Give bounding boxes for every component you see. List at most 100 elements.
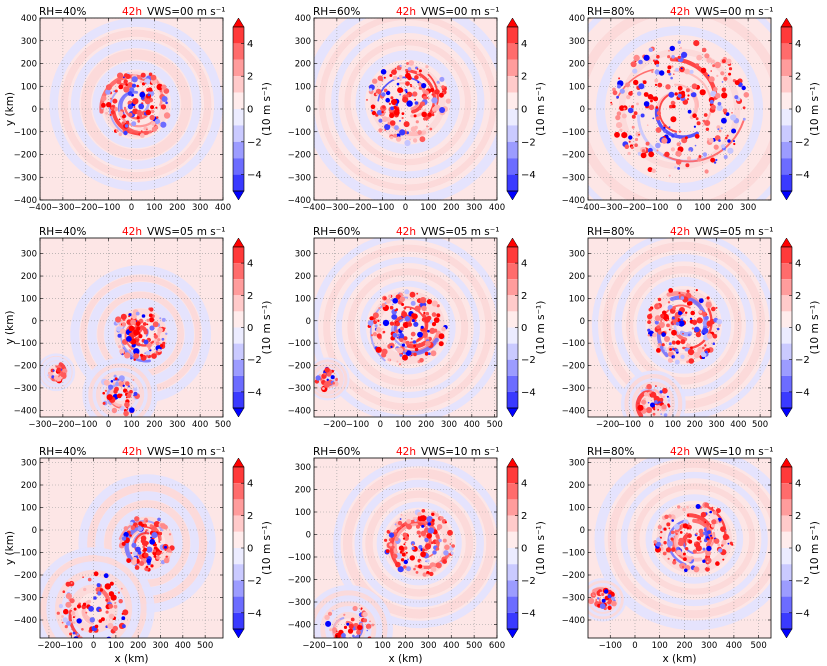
colorbar-tick-label: 4 — [247, 39, 253, 50]
colorbar-bin — [233, 596, 244, 613]
y-tick-label: 100 — [295, 508, 311, 518]
convective-cell — [650, 99, 653, 103]
convective-cell — [415, 120, 419, 124]
convective-cell — [350, 617, 355, 622]
y-tick-label: 100 — [295, 82, 311, 92]
convective-cell — [391, 545, 395, 549]
convective-cell — [152, 549, 157, 553]
convective-cell — [57, 377, 62, 382]
convective-cell — [430, 88, 435, 92]
convective-cell — [409, 308, 412, 311]
convective-cell — [705, 301, 712, 309]
convective-cell — [112, 382, 116, 385]
convective-cell — [417, 81, 420, 84]
convective-cell — [413, 114, 417, 118]
convective-cell — [597, 597, 600, 600]
convective-cell — [438, 341, 444, 347]
convective-cell — [671, 134, 675, 138]
convective-cell — [664, 514, 669, 519]
colorbar-bin — [507, 141, 518, 159]
y-tick-label: −100 — [288, 339, 311, 349]
y-tick-label: −100 — [14, 128, 37, 138]
convective-cell — [713, 161, 717, 164]
convective-cell — [647, 328, 651, 332]
convective-cell — [153, 521, 160, 528]
convective-cell — [382, 328, 384, 330]
convective-cell — [666, 323, 670, 328]
convective-cell — [141, 540, 148, 547]
convective-cell — [657, 330, 662, 335]
colorbar-bin — [781, 43, 792, 60]
plot-frame — [587, 457, 772, 639]
x-axis-label: x (km) — [662, 653, 696, 665]
convective-cell — [648, 47, 653, 52]
convective-cell — [163, 557, 170, 564]
convective-cell — [642, 80, 647, 85]
convective-cell — [376, 333, 382, 339]
colorbar-tick-label: −4 — [795, 608, 810, 619]
convective-cell — [674, 166, 677, 169]
colorbar-bin — [507, 548, 518, 565]
convective-cell — [406, 518, 412, 524]
convective-cell — [114, 377, 118, 381]
x-tick-label: 300 — [708, 420, 724, 430]
convective-cell — [741, 85, 746, 91]
convective-cell — [130, 319, 137, 326]
convective-cell — [55, 365, 58, 368]
y-tick-label: 0 — [306, 531, 311, 541]
y-tick-label: 300 — [21, 459, 37, 469]
convective-cell — [427, 97, 430, 100]
colorbar-bin — [781, 295, 792, 312]
y-tick-label: −300 — [14, 384, 37, 394]
convective-cell — [718, 548, 723, 553]
convective-cell — [733, 142, 736, 146]
colorbar-bin — [233, 515, 244, 532]
convective-cell — [66, 620, 71, 626]
convective-cell — [667, 357, 673, 363]
convective-cell — [70, 610, 76, 616]
convective-cell — [150, 105, 155, 110]
convective-cell — [146, 546, 153, 553]
y-tick-label: 400 — [569, 14, 585, 24]
convective-cell — [679, 46, 683, 50]
convective-cell — [431, 512, 435, 516]
colorbar-bin — [781, 483, 792, 500]
field-band — [318, 18, 497, 191]
convective-cell — [403, 97, 406, 100]
convective-cell — [131, 313, 137, 320]
convective-cell — [648, 308, 652, 312]
convective-cell — [395, 329, 399, 333]
convective-cell — [666, 540, 673, 547]
colorbar: 4 2 0 −2 −4 (10 m s⁻¹) — [780, 17, 821, 201]
convective-cell — [324, 367, 330, 373]
y-tick-label: −200 — [288, 151, 311, 161]
convective-cell — [388, 342, 395, 349]
convective-cell — [638, 133, 640, 136]
convective-cell — [142, 545, 145, 549]
convective-cell — [675, 321, 680, 326]
convective-cell — [412, 91, 418, 97]
convective-cell — [160, 552, 163, 555]
convective-cell — [121, 612, 124, 615]
convective-cell — [438, 538, 442, 543]
y-tick-label: 0 — [580, 105, 585, 115]
colorbar-bin — [507, 375, 518, 392]
convective-cell — [707, 326, 709, 329]
convective-cell — [118, 84, 124, 90]
panel-title-vws: VWS=10 m s⁻¹ — [695, 446, 774, 458]
convective-cell — [369, 620, 371, 623]
colorbar-extend-min — [780, 628, 793, 639]
colorbar-bin — [233, 467, 244, 484]
panel-2: −400 −300 −200 −100 0 100 200 300 40040030020010… — [288, 6, 547, 213]
convective-cell — [149, 538, 156, 545]
spiral-band — [686, 513, 713, 531]
convective-cell — [129, 389, 133, 394]
convective-cell — [160, 104, 167, 110]
convective-cell — [704, 120, 711, 126]
convective-cell — [149, 317, 155, 323]
convective-cell — [371, 623, 375, 627]
colorbar-tick-label: −2 — [247, 355, 262, 366]
convective-cell — [659, 70, 665, 76]
convective-cell — [415, 571, 419, 574]
convective-cell — [62, 368, 68, 374]
